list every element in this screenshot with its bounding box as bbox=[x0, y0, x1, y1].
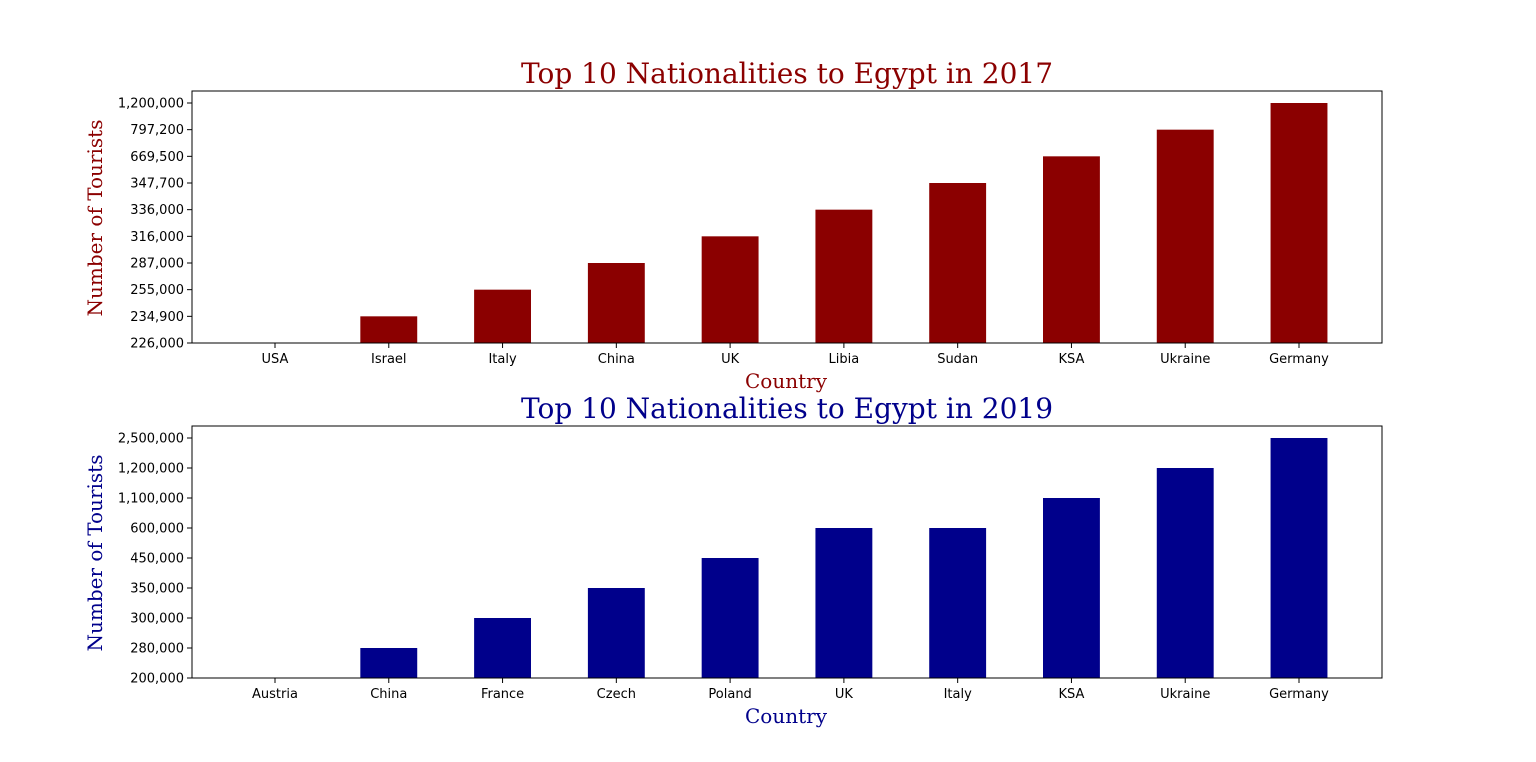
y-tick-label: 280,000 bbox=[130, 642, 184, 657]
x-tick-label: UK bbox=[721, 352, 740, 367]
bars-group bbox=[360, 438, 1328, 678]
y-tick-label: 347,700 bbox=[130, 177, 184, 192]
y-tick-label: 300,000 bbox=[130, 612, 184, 627]
y-axis-label: Number of Tourists bbox=[83, 120, 107, 317]
y-tick-label: 200,000 bbox=[130, 672, 184, 687]
x-tick-label: Libia bbox=[829, 352, 860, 367]
y-tick-label: 1,200,000 bbox=[118, 97, 184, 112]
x-tick-label: Germany bbox=[1269, 352, 1329, 367]
bar-sudan bbox=[929, 183, 987, 343]
x-tick-label: Germany bbox=[1269, 687, 1329, 702]
bar-italy bbox=[929, 528, 987, 678]
bar-italy bbox=[474, 289, 531, 343]
bar-germany bbox=[1270, 103, 1328, 343]
bar-libia bbox=[815, 209, 873, 343]
bar-china bbox=[360, 648, 418, 678]
chart-2017: Top 10 Nationalities to Egypt in 2017 Nu… bbox=[83, 57, 1383, 393]
bar-germany bbox=[1270, 438, 1328, 678]
y-tick-label: 287,000 bbox=[130, 257, 184, 272]
chart-2019: Top 10 Nationalities to Egypt in 2019 Nu… bbox=[83, 392, 1383, 728]
x-ticks-group: Austria China France Czech Poland UK Italy KSA U… bbox=[252, 678, 1329, 702]
y-tick-label: 797,200 bbox=[130, 123, 184, 138]
x-axis-label: Country bbox=[745, 704, 828, 728]
bar-ukraine bbox=[1156, 468, 1214, 678]
y-tick-label: 1,100,000 bbox=[118, 492, 184, 507]
y-tick-label: 600,000 bbox=[130, 522, 184, 537]
y-ticks-group: 226,000 234,900 255,000 287,000 316,000 336,0… bbox=[118, 97, 192, 352]
bars-group bbox=[360, 103, 1328, 343]
y-tick-label: 255,000 bbox=[130, 283, 184, 298]
x-tick-label: Sudan bbox=[937, 352, 978, 367]
x-tick-label: France bbox=[481, 687, 524, 702]
x-tick-label: Ukraine bbox=[1160, 687, 1210, 702]
x-tick-label: Czech bbox=[597, 687, 636, 702]
y-tick-label: 316,000 bbox=[130, 230, 184, 245]
bar-czech bbox=[587, 588, 645, 678]
x-ticks-group: USA Israel Italy China UK Libia Sudan KSA Ukrain… bbox=[262, 343, 1329, 367]
chart-title: Top 10 Nationalities to Egypt in 2017 bbox=[521, 57, 1053, 90]
bar-israel bbox=[360, 316, 418, 343]
x-tick-label: China bbox=[598, 352, 635, 367]
x-tick-label: USA bbox=[262, 352, 289, 367]
bar-france bbox=[474, 618, 531, 678]
x-tick-label: China bbox=[370, 687, 407, 702]
bar-china bbox=[587, 263, 645, 343]
x-tick-label: Austria bbox=[252, 687, 298, 702]
y-tick-label: 234,900 bbox=[130, 310, 184, 325]
plot-frame bbox=[191, 90, 1383, 344]
x-tick-label: Ukraine bbox=[1160, 352, 1210, 367]
bar-uk bbox=[701, 236, 759, 343]
x-tick-label: KSA bbox=[1058, 352, 1084, 367]
x-tick-label: KSA bbox=[1058, 687, 1084, 702]
y-tick-label: 1,200,000 bbox=[118, 462, 184, 477]
x-tick-label: Italy bbox=[488, 352, 517, 367]
x-tick-label: Israel bbox=[371, 352, 407, 367]
x-axis-label: Country bbox=[745, 369, 828, 393]
y-tick-label: 450,000 bbox=[130, 552, 184, 567]
plot-frame bbox=[191, 425, 1383, 679]
y-tick-label: 350,000 bbox=[130, 582, 184, 597]
bar-poland bbox=[701, 558, 759, 678]
y-axis-label: Number of Tourists bbox=[83, 455, 107, 652]
x-tick-label: Italy bbox=[944, 687, 973, 702]
bar-ukraine bbox=[1156, 129, 1214, 343]
y-tick-label: 2,500,000 bbox=[118, 432, 184, 447]
y-tick-label: 336,000 bbox=[130, 203, 184, 218]
x-tick-label: UK bbox=[835, 687, 854, 702]
bar-uk bbox=[815, 528, 873, 678]
chart-title: Top 10 Nationalities to Egypt in 2019 bbox=[521, 392, 1053, 425]
x-tick-label: Poland bbox=[708, 687, 751, 702]
bar-ksa bbox=[1043, 156, 1100, 343]
bar-ksa bbox=[1043, 498, 1100, 678]
y-ticks-group: 200,000 280,000 300,000 350,000 450,000 600,0… bbox=[118, 432, 192, 687]
y-tick-label: 669,500 bbox=[130, 150, 184, 165]
y-tick-label: 226,000 bbox=[130, 337, 184, 352]
